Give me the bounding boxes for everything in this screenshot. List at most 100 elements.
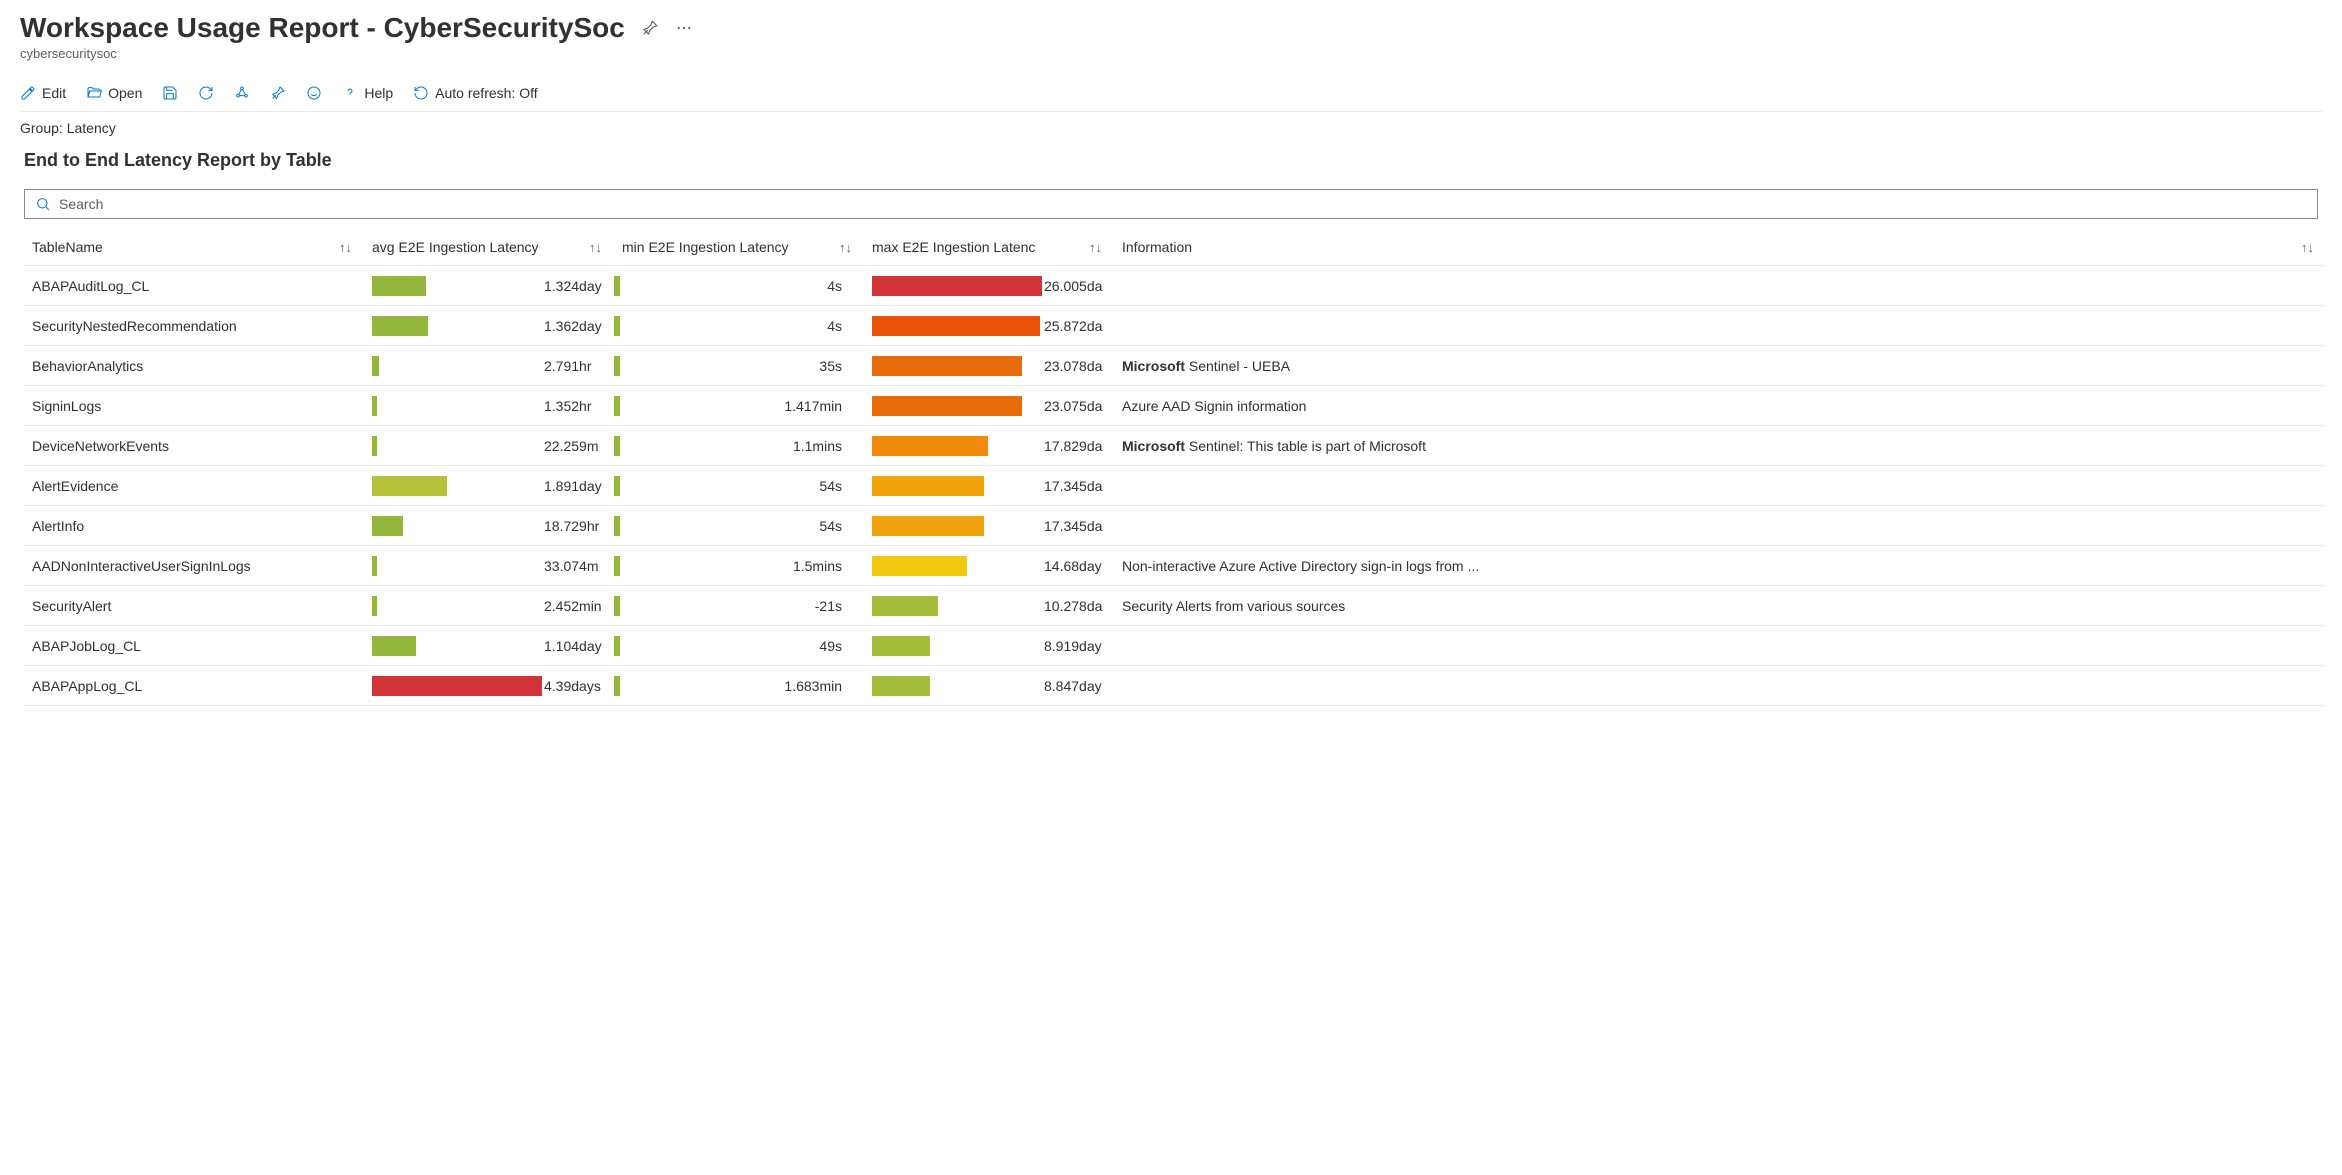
cell-max: 8.919day: [864, 636, 1114, 656]
auto-refresh-label: Auto refresh: Off: [435, 85, 537, 101]
cell-tablename: DeviceNetworkEvents: [24, 438, 364, 454]
feedback-icon[interactable]: [306, 85, 322, 101]
cell-tablename: AADNonInteractiveUserSignInLogs: [24, 558, 364, 574]
col-avg[interactable]: avg E2E Ingestion Latency↑↓: [364, 239, 614, 255]
edit-button[interactable]: Edit: [20, 85, 66, 101]
cell-min: 1.683min: [614, 676, 864, 696]
subtitle: cybersecuritysoc: [20, 46, 2322, 61]
max-bar: [872, 476, 984, 496]
max-value: 23.075da: [1042, 398, 1106, 414]
min-value: 1.683min: [620, 678, 864, 694]
cell-avg: 1.324day: [364, 276, 614, 296]
avg-bar: [372, 556, 377, 576]
max-bar: [872, 436, 988, 456]
cell-avg: 1.891day: [364, 476, 614, 496]
avg-value: 22.259m: [542, 438, 606, 454]
table-row[interactable]: SigninLogs1.352hr1.417min23.075daAzure A…: [24, 386, 2326, 426]
cell-info: Non-interactive Azure Active Directory s…: [1114, 558, 2326, 574]
cell-min: -21s: [614, 596, 864, 616]
max-value: 14.68day: [1042, 558, 1106, 574]
table-row[interactable]: BehaviorAnalytics2.791hr35s23.078daMicro…: [24, 346, 2326, 386]
min-value: 1.1mins: [620, 438, 864, 454]
cell-min: 4s: [614, 276, 864, 296]
table-header: TableName↑↓ avg E2E Ingestion Latency↑↓ …: [24, 227, 2326, 266]
avg-value: 33.074m: [542, 558, 606, 574]
col-info[interactable]: Information↑↓: [1114, 239, 2326, 255]
avg-value: 1.324day: [542, 278, 606, 294]
help-button[interactable]: Help: [342, 85, 393, 101]
cell-min: 1.417min: [614, 396, 864, 416]
cell-info: Azure AAD Signin information: [1114, 398, 2326, 414]
max-bar: [872, 516, 984, 536]
table-row[interactable]: ABAPJobLog_CL 1.104day 49s8.919day: [24, 626, 2326, 666]
max-value: 17.829da: [1042, 438, 1106, 454]
avg-value: 18.729hr: [542, 518, 606, 534]
min-value: 49s: [620, 638, 864, 654]
auto-refresh-button[interactable]: Auto refresh: Off: [413, 85, 537, 101]
col-min[interactable]: min E2E Ingestion Latency↑↓: [614, 239, 864, 255]
edit-label: Edit: [42, 85, 66, 101]
save-icon[interactable]: [162, 85, 178, 101]
open-button[interactable]: Open: [86, 85, 142, 101]
cell-tablename: BehaviorAnalytics: [24, 358, 364, 374]
cell-max: 23.078da: [864, 356, 1114, 376]
table-row[interactable]: AlertEvidence1.891day54s17.345da: [24, 466, 2326, 506]
help-label: Help: [364, 85, 393, 101]
cell-avg: 2.452min: [364, 596, 614, 616]
min-value: -21s: [620, 598, 864, 614]
search-input[interactable]: [59, 196, 2307, 212]
cell-min: 54s: [614, 516, 864, 536]
sort-icon: ↑↓: [339, 240, 352, 255]
cell-avg: 22.259m: [364, 436, 614, 456]
avg-value: 1.352hr: [542, 398, 606, 414]
max-value: 25.872da: [1042, 318, 1106, 334]
page-title: Workspace Usage Report - CyberSecuritySo…: [20, 12, 625, 44]
pin-icon[interactable]: [641, 19, 659, 37]
cell-tablename: ABAPAuditLog_CL: [24, 278, 364, 294]
pin-toolbar-icon[interactable]: [270, 85, 286, 101]
search-box[interactable]: [24, 189, 2318, 219]
refresh-icon[interactable]: [198, 85, 214, 101]
cell-max: 17.829da: [864, 436, 1114, 456]
table-row[interactable]: AlertInfo18.729hr54s17.345da: [24, 506, 2326, 546]
max-value: 17.345da: [1042, 478, 1106, 494]
table-row[interactable]: ABAPAppLog_CL4.39days 1.683min 8.847day: [24, 666, 2326, 706]
avg-bar: [372, 316, 428, 336]
table-row[interactable]: SecurityAlert2.452min-21s10.278daSecurit…: [24, 586, 2326, 626]
sort-icon: ↑↓: [839, 240, 852, 255]
cell-min: 4s: [614, 316, 864, 336]
max-value: 23.078da: [1042, 358, 1106, 374]
cell-min: 1.5mins: [614, 556, 864, 576]
table-row[interactable]: AADNonInteractiveUserSignInLogs 33.074m 1.…: [24, 546, 2326, 586]
cell-max: 8.847day: [864, 676, 1114, 696]
cell-avg: 18.729hr: [364, 516, 614, 536]
cell-min: 35s: [614, 356, 864, 376]
avg-value: 1.104day: [542, 638, 606, 654]
cell-max: 10.278da: [864, 596, 1114, 616]
avg-value: 1.362day: [542, 318, 606, 334]
share-icon[interactable]: [234, 85, 250, 101]
avg-value: 1.891day: [542, 478, 606, 494]
min-value: 1.5mins: [620, 558, 864, 574]
table-row[interactable]: ABAPAuditLog_CL 1.324day 4s26.005da: [24, 266, 2326, 306]
table-row[interactable]: SecurityNestedRecommendation1.362day4s25…: [24, 306, 2326, 346]
min-value: 54s: [620, 478, 864, 494]
cell-tablename: ABAPJobLog_CL: [24, 638, 364, 654]
cell-avg: 33.074m: [364, 556, 614, 576]
cell-tablename: ABAPAppLog_CL: [24, 678, 364, 694]
cell-avg: 4.39days: [364, 676, 614, 696]
col-tablename[interactable]: TableName↑↓: [24, 239, 364, 255]
cell-max: 25.872da: [864, 316, 1114, 336]
avg-bar: [372, 596, 377, 616]
more-icon[interactable]: [675, 19, 693, 37]
sort-icon: ↑↓: [589, 240, 602, 255]
cell-max: 26.005da: [864, 276, 1114, 296]
cell-max: 14.68day: [864, 556, 1114, 576]
table-row[interactable]: DeviceNetworkEvents 22.259m 1.1mins 17.829d…: [24, 426, 2326, 466]
cell-tablename: AlertInfo: [24, 518, 364, 534]
col-max[interactable]: max E2E Ingestion Latenc↑↓: [864, 239, 1114, 255]
max-value: 8.847day: [1042, 678, 1106, 694]
search-icon: [35, 196, 51, 212]
avg-bar: [372, 476, 447, 496]
cell-avg: 1.352hr: [364, 396, 614, 416]
